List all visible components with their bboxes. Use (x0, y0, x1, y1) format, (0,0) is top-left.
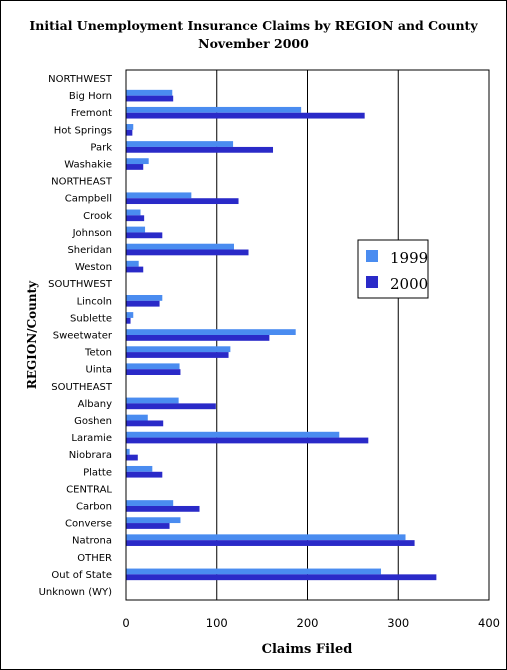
bar-1999 (126, 106, 302, 113)
bar-2000 (126, 437, 369, 444)
bar-1999 (126, 534, 406, 541)
bar-1999 (126, 414, 148, 421)
bar-1999 (126, 397, 179, 404)
category-label: Weston (75, 262, 112, 273)
bar-1999 (126, 329, 296, 335)
bar-1999 (126, 465, 153, 472)
bar-2000 (126, 232, 163, 239)
category-label: Hot Springs (54, 125, 112, 136)
bar-2000 (126, 471, 163, 478)
category-label: SOUTHEAST (51, 382, 113, 393)
bar-2000 (126, 523, 170, 529)
category-label: Carbon (76, 501, 112, 512)
bar-2000 (126, 266, 144, 273)
bar-2000 (126, 420, 164, 427)
x-tick-label-200: 200 (297, 616, 319, 630)
bar-2000 (126, 454, 138, 461)
chart-title: Initial Unemployment Insurance Claims by… (29, 18, 478, 33)
bar-1999 (126, 89, 173, 96)
bar-2000 (126, 95, 174, 102)
bar-2000 (126, 146, 274, 153)
bar-1999 (126, 568, 382, 575)
category-label: Johnson (72, 228, 112, 239)
bar-2000 (126, 112, 365, 119)
bar-1999 (126, 141, 234, 147)
bar-1999 (126, 243, 234, 250)
bar-1999 (126, 346, 231, 353)
category-label: Goshen (74, 416, 112, 427)
legend-swatch-1999 (366, 250, 378, 262)
category-label: Unknown (WY) (39, 587, 112, 598)
x-tick-label-100: 100 (206, 616, 228, 630)
bar-1999 (126, 226, 146, 233)
category-label: Fremont (71, 108, 112, 119)
bar-1999 (126, 124, 134, 130)
legend-swatch-2000 (366, 276, 378, 288)
bar-2000 (126, 352, 229, 358)
category-label: Teton (84, 348, 112, 359)
category-label: CENTRAL (66, 484, 112, 495)
category-label: Uinta (86, 365, 112, 376)
bar-2000 (126, 574, 437, 581)
bar-1999 (126, 312, 134, 318)
bar-2000 (126, 198, 239, 205)
plot-area (125, 69, 490, 601)
bar-2000 (126, 215, 145, 222)
x-axis-label: Claims Filed (262, 642, 353, 657)
category-label: Laramie (71, 433, 112, 444)
category-label: Crook (83, 211, 112, 222)
bar-2000 (126, 369, 181, 375)
category-label: Sweetwater (53, 331, 113, 342)
category-label: Platte (83, 467, 112, 478)
bar-1999 (126, 192, 192, 199)
legend-label-2000: 2000 (390, 275, 428, 293)
category-label: Big Horn (69, 91, 112, 102)
category-label: OTHER (77, 553, 112, 564)
x-tick-label-400: 400 (478, 616, 500, 630)
category-label: Albany (78, 399, 112, 410)
category-label: Niobrara (69, 450, 112, 461)
bar-2000 (126, 403, 216, 410)
y-axis-label: REGION/County (25, 280, 39, 389)
bar-1999 (126, 158, 149, 165)
bar-1999 (126, 500, 174, 506)
bar-2000 (126, 540, 415, 546)
category-label: Sublette (70, 313, 112, 324)
bar-2000 (126, 249, 249, 256)
bar-1999 (126, 295, 163, 301)
category-label: Park (90, 142, 112, 153)
x-tick-label-300: 300 (387, 616, 409, 630)
bar-1999 (126, 431, 340, 438)
bar-1999 (126, 517, 181, 524)
bar-1999 (126, 209, 141, 216)
bar-1999 (126, 363, 180, 370)
bar-2000 (126, 317, 131, 324)
category-label: Washakie (64, 160, 112, 171)
bar-1999 (126, 448, 130, 455)
bar-1999 (126, 260, 139, 267)
bar-2000 (126, 129, 133, 136)
category-label: Converse (65, 519, 112, 530)
legend-box (357, 239, 429, 299)
chart-subtitle: November 2000 (198, 36, 309, 51)
category-label: Natrona (72, 536, 112, 547)
category-label: Campbell (65, 194, 112, 205)
category-label: Out of State (51, 570, 112, 581)
category-label: Sheridan (67, 245, 112, 256)
category-label: SOUTHWEST (48, 279, 113, 290)
bar-2000 (126, 505, 200, 512)
bar-2000 (126, 335, 270, 341)
bar-2000 (126, 300, 160, 307)
x-tick-label-0: 0 (122, 616, 129, 630)
legend: 1999 2000 (357, 239, 429, 299)
category-label: NORTHWEST (48, 74, 113, 85)
bar-2000 (126, 164, 144, 170)
category-label: NORTHEAST (51, 177, 113, 188)
legend-label-1999: 1999 (390, 249, 428, 267)
category-label: Lincoln (77, 296, 112, 307)
